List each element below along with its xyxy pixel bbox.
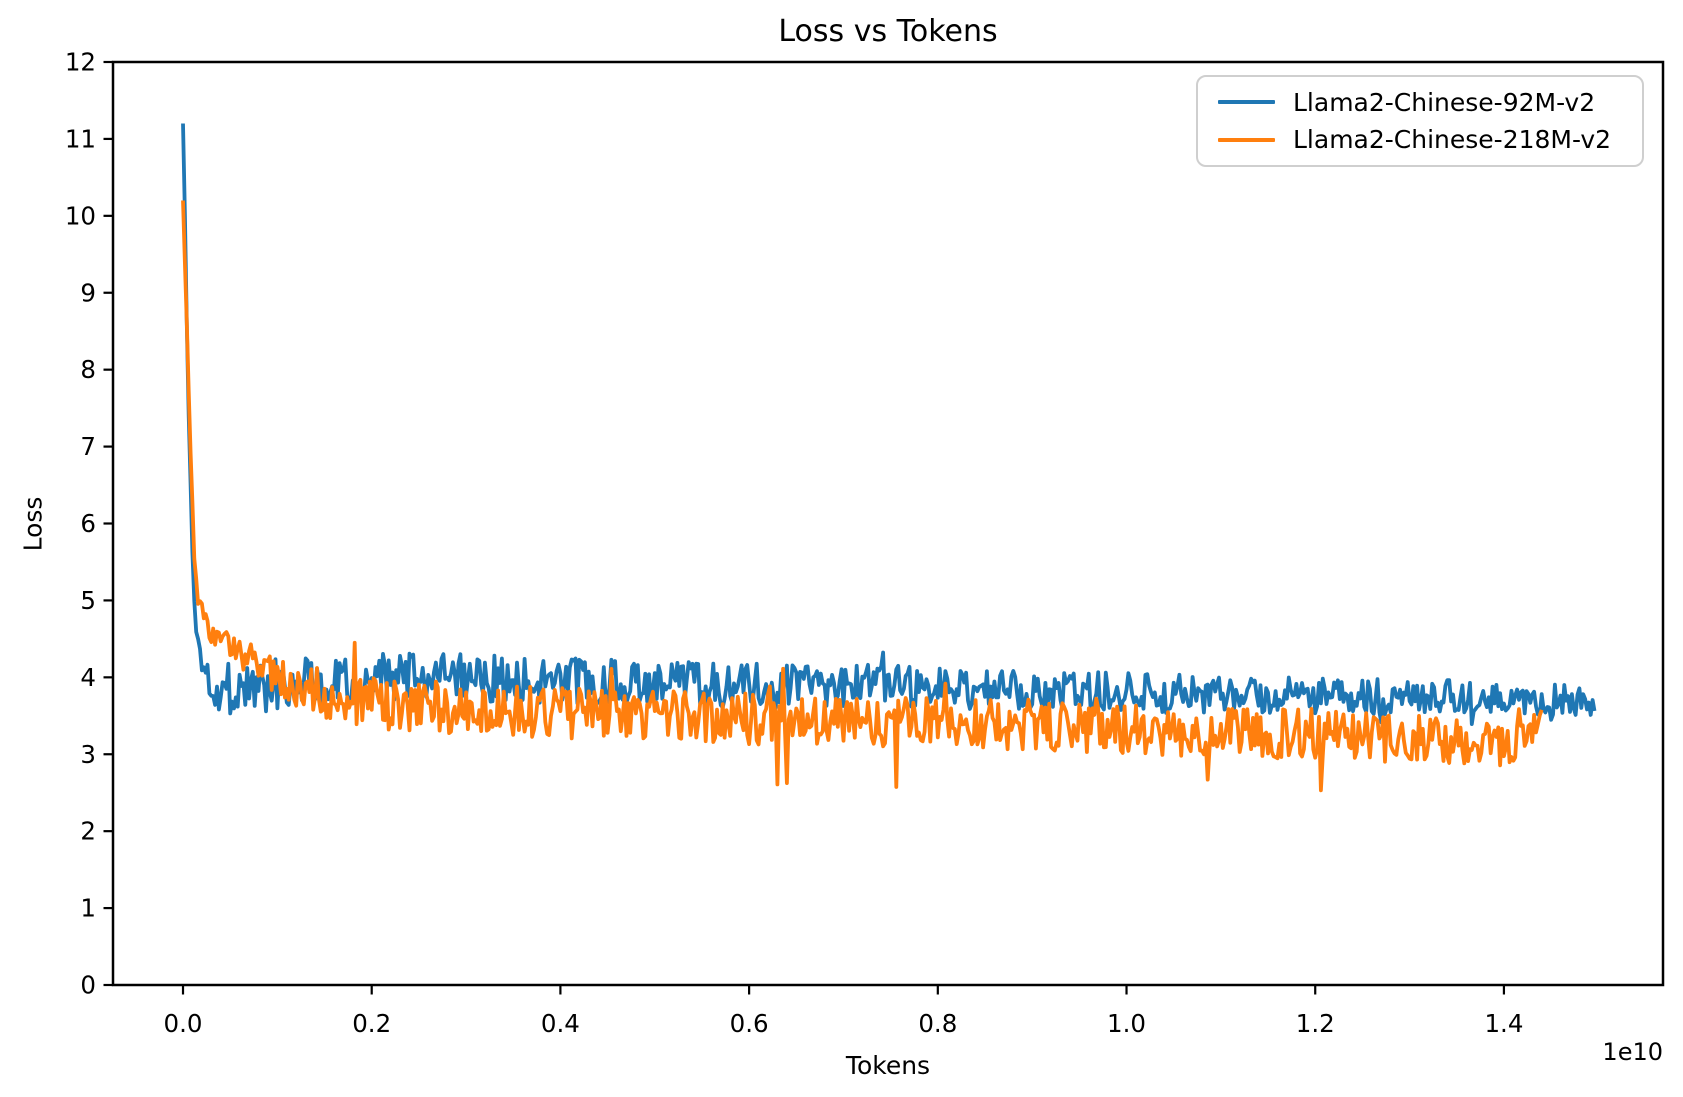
chart-title: Loss vs Tokens xyxy=(778,14,998,49)
y-tick-label: 8 xyxy=(80,355,96,384)
y-tick-label: 11 xyxy=(65,124,96,153)
y-tick-label: 2 xyxy=(80,817,96,846)
y-tick-label: 3 xyxy=(80,740,96,769)
legend-line-sample-blue xyxy=(1218,100,1275,105)
y-tick-label: 7 xyxy=(80,432,96,461)
y-tick-label: 9 xyxy=(80,278,96,307)
legend-label: Llama2-Chinese-218M-v2 xyxy=(1293,125,1612,155)
y-tick-label: 5 xyxy=(80,586,96,615)
legend-entry-92m: Llama2-Chinese-92M-v2 xyxy=(1218,90,1642,115)
y-tick-label: 0 xyxy=(80,971,96,1000)
x-tick-label: 0.6 xyxy=(730,1009,769,1038)
x-tick-label: 0.2 xyxy=(352,1009,391,1038)
legend-label: Llama2-Chinese-92M-v2 xyxy=(1293,87,1596,117)
y-tick-label: 4 xyxy=(80,663,96,692)
x-tick-label: 0.4 xyxy=(541,1009,580,1038)
y-tick-label: 10 xyxy=(65,201,96,230)
legend-line-sample-orange xyxy=(1218,137,1275,142)
x-tick-label: 0.0 xyxy=(164,1009,203,1038)
x-axis-offset-label: 1e10 xyxy=(1602,1038,1663,1066)
y-axis-label: Loss xyxy=(18,496,48,552)
x-tick-label: 0.8 xyxy=(918,1009,957,1038)
legend: Llama2-Chinese-92M-v2 Llama2-Chinese-218… xyxy=(1196,75,1644,167)
x-tick-label: 1.0 xyxy=(1107,1009,1146,1038)
y-tick-label: 1 xyxy=(80,894,96,923)
legend-entry-218m: Llama2-Chinese-218M-v2 xyxy=(1218,127,1642,152)
x-tick-label: 1.2 xyxy=(1296,1009,1335,1038)
x-tick-label: 1.4 xyxy=(1484,1009,1523,1038)
y-tick-label: 6 xyxy=(80,509,96,538)
axes-spines xyxy=(111,60,1665,987)
y-tick-label: 12 xyxy=(65,48,96,77)
series-line-218m xyxy=(181,200,1544,793)
x-axis-label: Tokens xyxy=(845,1051,931,1080)
series-line-92m xyxy=(181,123,1597,726)
